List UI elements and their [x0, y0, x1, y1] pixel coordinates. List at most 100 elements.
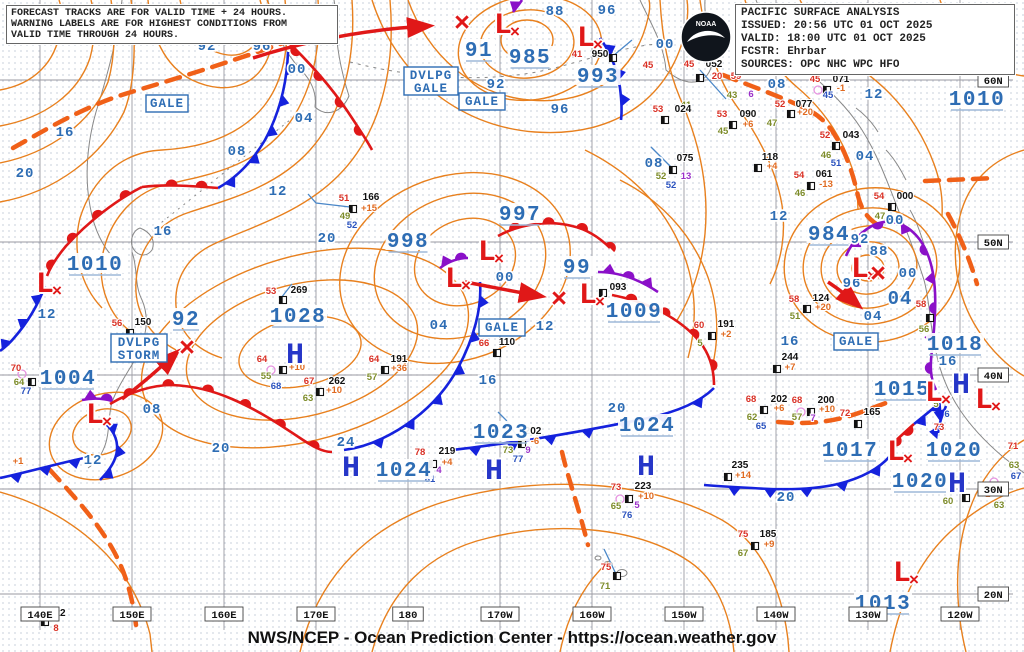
- svg-text:12: 12: [84, 453, 103, 469]
- svg-text:40N: 40N: [984, 371, 1003, 383]
- station-value: 20: [712, 71, 723, 82]
- svg-text:08: 08: [228, 144, 247, 160]
- svg-text:GALE: GALE: [414, 82, 448, 96]
- station-plot: 54 000 47: [873, 190, 915, 223]
- svg-text:×: ×: [991, 397, 1001, 416]
- station-value: 185: [760, 529, 777, 540]
- station-value: 60: [943, 496, 954, 507]
- low-center-symbol: L×: [575, 20, 605, 58]
- station-value: +9: [764, 539, 775, 550]
- station-plot: 093: [598, 281, 628, 298]
- svg-text:984: 984: [808, 224, 850, 247]
- station-value: 64: [14, 377, 25, 388]
- hazard-label-box: GALE: [145, 94, 189, 113]
- svg-text:998: 998: [387, 231, 429, 254]
- svg-text:96: 96: [843, 276, 862, 292]
- station-value: 56: [919, 324, 930, 335]
- svg-text:×: ×: [52, 281, 62, 300]
- svg-text:92: 92: [172, 309, 200, 332]
- warning-line-3: VALID TIME THROUGH 24 HOURS.: [11, 30, 180, 41]
- station-value: 52: [775, 99, 786, 110]
- pressure-centers: HH H H HHL× L×L×L×L×L× L×L×L× L×L×L×××××: [34, 6, 1003, 594]
- low-center-symbol: L×: [891, 555, 921, 593]
- svg-text:L: L: [851, 253, 869, 287]
- station-value: 13: [681, 171, 692, 182]
- station-value: 166: [363, 192, 380, 203]
- svg-text:12: 12: [770, 209, 789, 225]
- svg-text:04: 04: [864, 309, 883, 325]
- svg-text:50N: 50N: [984, 238, 1003, 250]
- svg-text:16: 16: [939, 354, 958, 370]
- station-value: +1: [13, 456, 25, 467]
- station-value: 68: [746, 394, 757, 405]
- station-value: 58: [916, 299, 927, 310]
- station-value: 191: [391, 354, 408, 365]
- svg-text:04: 04: [295, 111, 314, 127]
- station-value: 63: [1009, 460, 1020, 471]
- svg-text:GALE: GALE: [839, 335, 873, 349]
- station-value: +10: [638, 491, 654, 502]
- latitude-label: 30N: [977, 481, 1009, 497]
- station-value: +10: [819, 404, 835, 415]
- svg-text:150E: 150E: [119, 610, 144, 622]
- station-value: -13: [819, 179, 833, 190]
- svg-text:180: 180: [399, 610, 418, 622]
- high-center-symbol: H: [342, 452, 360, 486]
- station-value: 65: [756, 421, 767, 432]
- svg-text:L: L: [478, 236, 496, 270]
- station-value: 60: [694, 320, 705, 331]
- station-value: 061: [816, 169, 833, 180]
- hazard-label-box: GALE: [458, 92, 506, 111]
- station-value: 45: [823, 90, 834, 101]
- svg-text:993: 993: [577, 66, 619, 89]
- station-value: 57: [792, 412, 803, 423]
- station-value: +36: [391, 363, 407, 374]
- station-value: 52: [820, 130, 831, 141]
- station-plot: 67 262+10 63: [302, 375, 347, 405]
- svg-text:1010: 1010: [67, 254, 123, 277]
- svg-text:1024: 1024: [376, 460, 432, 483]
- svg-text:92: 92: [851, 232, 870, 248]
- svg-text:997: 997: [499, 204, 541, 227]
- station-plot: 244+7: [772, 351, 800, 374]
- svg-text:×: ×: [510, 22, 520, 41]
- svg-text:L: L: [925, 377, 943, 411]
- svg-text:12: 12: [269, 184, 288, 200]
- station-value: 73: [934, 422, 945, 433]
- station-value: 043: [843, 130, 860, 141]
- station-value: 78: [415, 447, 426, 458]
- longitude-label: 170W: [480, 606, 520, 622]
- low-center-symbol: L×: [849, 251, 879, 289]
- svg-text:DVLPG: DVLPG: [118, 336, 161, 350]
- longitude-label: 140W: [756, 606, 796, 622]
- forecast-position-x: ×: [454, 7, 470, 37]
- svg-text:00: 00: [886, 213, 905, 229]
- svg-text:×: ×: [461, 276, 471, 295]
- svg-text:170W: 170W: [487, 610, 513, 622]
- station-value: 53: [717, 109, 728, 120]
- header-title: PACIFIC SURFACE ANALYSIS: [741, 7, 900, 19]
- longitude-label: 140E: [20, 606, 60, 622]
- svg-text:1020: 1020: [926, 440, 982, 463]
- station-value: 71: [1008, 441, 1019, 452]
- station-value: 45: [643, 60, 654, 71]
- station-value: 7: [810, 413, 815, 424]
- svg-text:04: 04: [856, 149, 875, 165]
- svg-text:GALE: GALE: [465, 95, 499, 109]
- footer-caption: NWS/NCEP - Ocean Prediction Center - htt…: [247, 628, 777, 647]
- svg-text:×: ×: [102, 412, 112, 431]
- svg-text:20: 20: [212, 441, 231, 457]
- station-value: 52: [666, 180, 677, 191]
- svg-text:L: L: [445, 263, 463, 297]
- svg-text:08: 08: [143, 402, 162, 418]
- warning-line-2: WARNING LABELS ARE FOR HIGHEST CONDITION…: [11, 19, 288, 30]
- station-value: 49: [340, 211, 351, 222]
- latitude-label: 50N: [977, 234, 1009, 250]
- svg-text:16: 16: [56, 125, 75, 141]
- station-plot: 41 950: [571, 39, 633, 63]
